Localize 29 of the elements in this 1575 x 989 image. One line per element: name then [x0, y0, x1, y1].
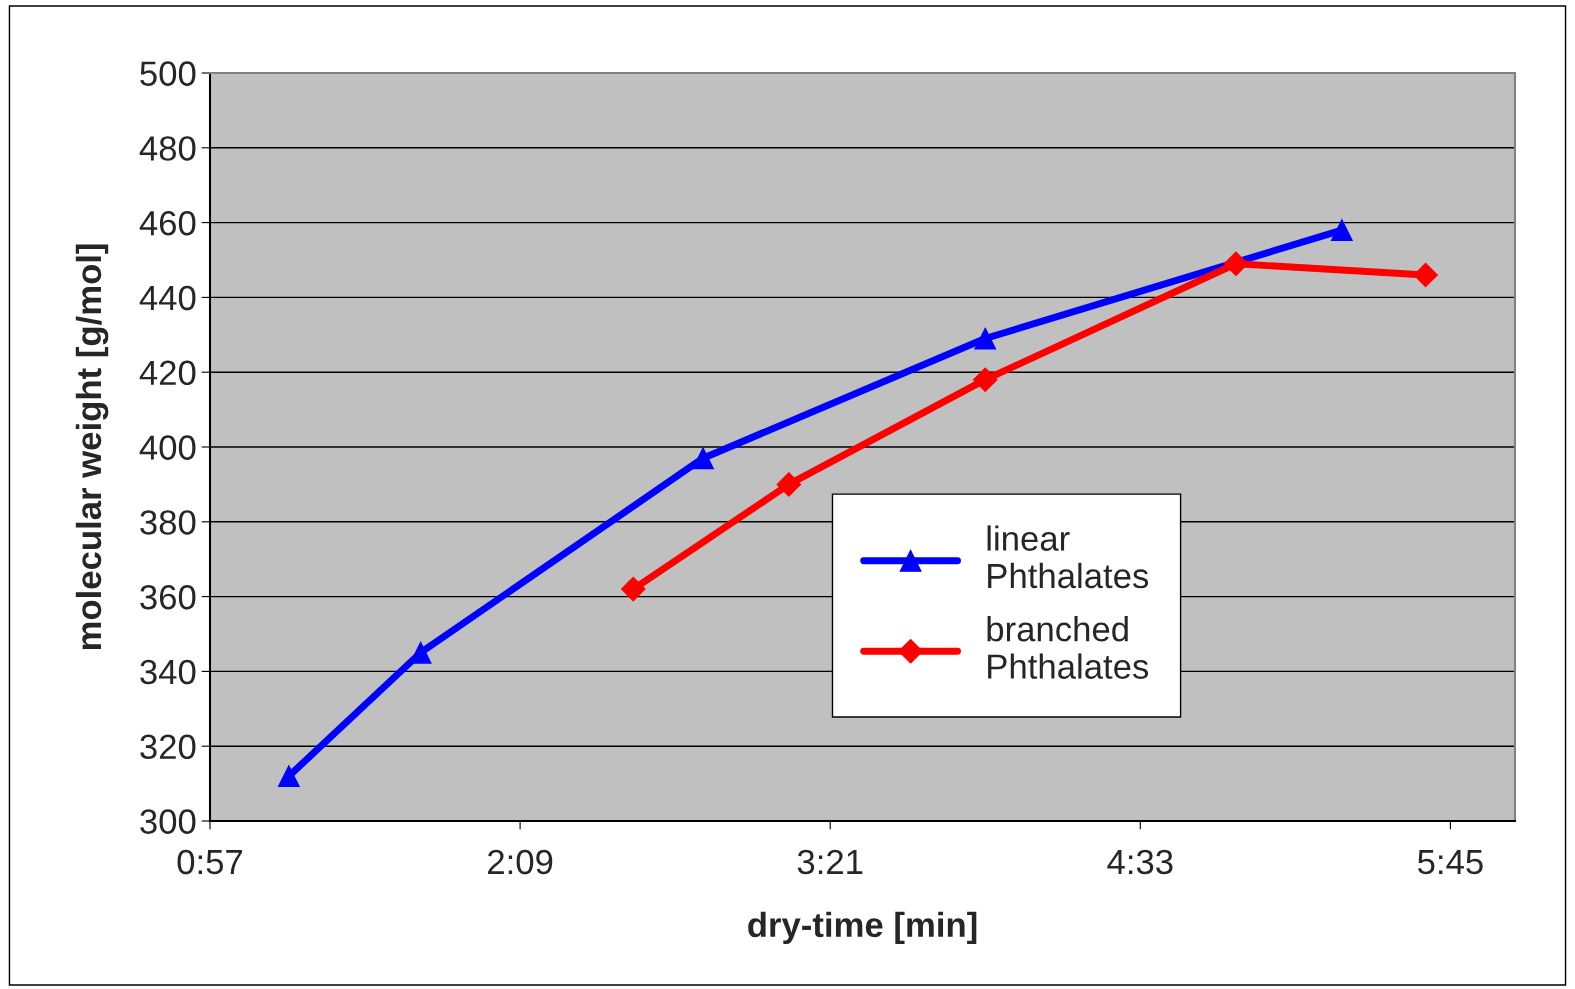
- y-tick-label: 440: [139, 285, 196, 311]
- legend-label: linear Phthalates: [987, 525, 1149, 589]
- point: [277, 765, 300, 788]
- y-tick-label: 320: [140, 734, 196, 760]
- legend-label: branched Phthalates: [987, 616, 1149, 679]
- point: [974, 327, 997, 350]
- y-tick-label: 360: [140, 584, 196, 610]
- point: [972, 367, 998, 392]
- y-tick-label: 480: [139, 136, 196, 161]
- x-tick-label: 5:45: [1418, 850, 1483, 875]
- y-tick-label: 340: [140, 659, 196, 685]
- y-axis-title: molecular weight [g/mol]: [75, 244, 109, 650]
- point: [776, 472, 802, 497]
- y-tick-label: 460: [139, 210, 196, 236]
- y-tick-label: 400: [139, 435, 196, 460]
- y-tick-label: 500: [140, 61, 196, 86]
- point: [1413, 262, 1438, 288]
- y-tick-label: 300: [140, 809, 196, 834]
- x-tick-label: 0:57: [177, 849, 243, 875]
- x-tick-label: 4:33: [1107, 849, 1173, 875]
- y-tick-label: 380: [140, 510, 196, 535]
- point: [692, 447, 714, 470]
- x-tick-label: 3:21: [797, 849, 863, 875]
- point: [1223, 251, 1249, 277]
- point: [1330, 219, 1353, 242]
- y-tick-label: 420: [139, 360, 196, 386]
- x-tick-label: 2:09: [488, 849, 553, 875]
- point: [620, 576, 646, 602]
- x-axis-title: dry-time [min]: [748, 911, 977, 945]
